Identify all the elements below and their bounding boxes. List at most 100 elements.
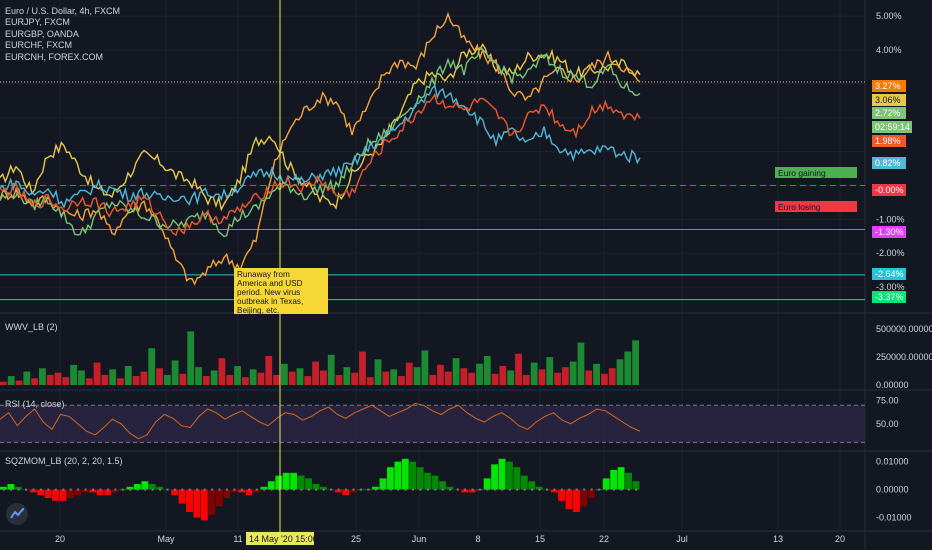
- event-note-line: outbreak in Texas,: [237, 297, 303, 306]
- momentum-bar: [74, 489, 82, 496]
- momentum-bar: [290, 472, 298, 490]
- momentum-bar: [558, 489, 565, 501]
- rsi-pane-title[interactable]: RSI (14, close): [5, 399, 65, 409]
- momentum-bar: [66, 489, 74, 498]
- sqzmom-pane: [0, 458, 640, 521]
- momentum-bar: [141, 481, 149, 490]
- momentum-bar: [461, 489, 469, 493]
- volume-bar: [31, 378, 39, 385]
- squeeze-dot: [553, 488, 556, 491]
- price-label-bg: [872, 157, 906, 169]
- squeeze-dot: [218, 488, 221, 491]
- squeeze-dot: [493, 488, 496, 491]
- squeeze-dot: [173, 488, 176, 491]
- momentum-bar: [126, 486, 134, 490]
- volume-bar: [39, 368, 46, 385]
- momentum-bar: [610, 470, 618, 490]
- squeeze-dot: [404, 488, 407, 491]
- x-tick-label: Jun: [412, 534, 427, 544]
- tradingview-logo-icon[interactable]: [6, 503, 28, 525]
- price-label-bg: [872, 226, 906, 238]
- momentum-bar: [587, 489, 595, 498]
- momentum-bar: [625, 472, 632, 490]
- squeeze-dot: [374, 488, 377, 491]
- momentum-bar: [416, 467, 424, 490]
- x-tick-label: Jul: [676, 534, 688, 544]
- squeeze-dot: [389, 488, 392, 491]
- squeeze-dot: [538, 488, 541, 491]
- momentum-bar: [208, 489, 216, 515]
- momentum-bar: [186, 489, 193, 512]
- volume-bar: [257, 372, 265, 385]
- squeeze-dot: [627, 488, 630, 491]
- wwv-tick-label: 250000.00000: [876, 352, 932, 362]
- x-tick-label: 8: [475, 534, 480, 544]
- momentum-bar: [245, 489, 253, 496]
- x-tick-label: 13: [773, 534, 783, 544]
- volume-bar: [195, 367, 202, 385]
- volume-bar: [280, 363, 288, 385]
- crosshair-time-bg: [246, 532, 314, 545]
- volume-bar: [54, 372, 62, 385]
- momentum-bar: [573, 489, 580, 512]
- momentum-bar: [230, 489, 238, 493]
- main-series: [0, 11, 641, 286]
- squeeze-dot: [255, 488, 258, 491]
- euro-gaining-label: Euro gaining: [778, 168, 826, 178]
- volume-bar: [117, 378, 124, 385]
- x-tick-label: 15: [535, 534, 545, 544]
- momentum-bar: [215, 489, 223, 507]
- sqzmom-pane-title[interactable]: SQZMOM_LB (20, 2, 20, 1.5): [5, 456, 123, 466]
- time-axis[interactable]: 20 May 11 25 Jun 8 15 22 Jul 13 20: [55, 534, 845, 544]
- momentum-bar: [617, 467, 625, 490]
- event-note-box: [234, 268, 328, 314]
- volume-bar: [530, 362, 538, 385]
- squeeze-dot: [345, 488, 348, 491]
- volume-bar: [429, 374, 437, 385]
- volume-bar: [507, 370, 515, 385]
- volume-bar: [468, 372, 476, 385]
- main-symbol-title[interactable]: Euro / U.S. Dollar, 4h, FXCM: [5, 6, 121, 16]
- momentum-bar: [528, 481, 536, 490]
- rsi-tick-label: 50.00: [876, 419, 899, 429]
- x-tick-label: 22: [599, 534, 609, 544]
- squeeze-dot: [419, 488, 422, 491]
- momentum-bar: [386, 467, 394, 490]
- volume-bar: [312, 361, 319, 385]
- volume-bar: [226, 374, 234, 385]
- momentum-bar: [483, 478, 491, 490]
- volume-bar: [265, 355, 273, 385]
- price-label-bg: [872, 135, 906, 147]
- event-note-line: Runaway from: [237, 270, 290, 279]
- squeeze-dot: [456, 488, 459, 491]
- momentum-bar: [223, 489, 231, 498]
- momentum-bar: [632, 481, 640, 490]
- compare-symbol-4[interactable]: EURCNH, FOREX.COM: [5, 51, 104, 62]
- momentum-bar: [409, 461, 417, 490]
- squeeze-dot: [523, 488, 526, 491]
- volume-bar: [163, 374, 171, 385]
- horizontal-levels: [0, 81, 865, 301]
- volume-bar: [382, 371, 390, 385]
- compare-symbol-3[interactable]: EURCHF, FXCM: [5, 40, 72, 51]
- event-note-text: Runaway from America and USD period. New v…: [237, 270, 303, 315]
- volume-bar: [202, 376, 210, 385]
- price-labels: 3.27% 3.06% 2.72% 02:59:14 1.98% 0.82% -0.00% -…: [872, 80, 912, 303]
- volume-bar: [522, 374, 530, 385]
- squeeze-dot: [144, 488, 147, 491]
- price-label: 1.98%: [875, 136, 901, 146]
- momentum-bar: [506, 461, 513, 490]
- squeeze-dot: [598, 488, 601, 491]
- price-axis[interactable]: 5.00% 4.00% -1.00% -2.00% -3.00% 500000.00000…: [876, 11, 932, 522]
- squeeze-dot: [196, 488, 199, 491]
- squeeze-dot: [17, 488, 20, 491]
- compare-symbol-2[interactable]: EURGBP, OANDA: [5, 28, 79, 39]
- wwv-pane-title[interactable]: WWV_LB (2): [5, 322, 58, 332]
- price-label-bg: [872, 121, 912, 133]
- price-label: 2.72%: [875, 108, 901, 118]
- squeeze-dot: [486, 488, 489, 491]
- volume-bar: [335, 374, 343, 385]
- volume-bar: [70, 364, 78, 385]
- compare-symbol-1[interactable]: EURJPY, FXCM: [5, 17, 70, 28]
